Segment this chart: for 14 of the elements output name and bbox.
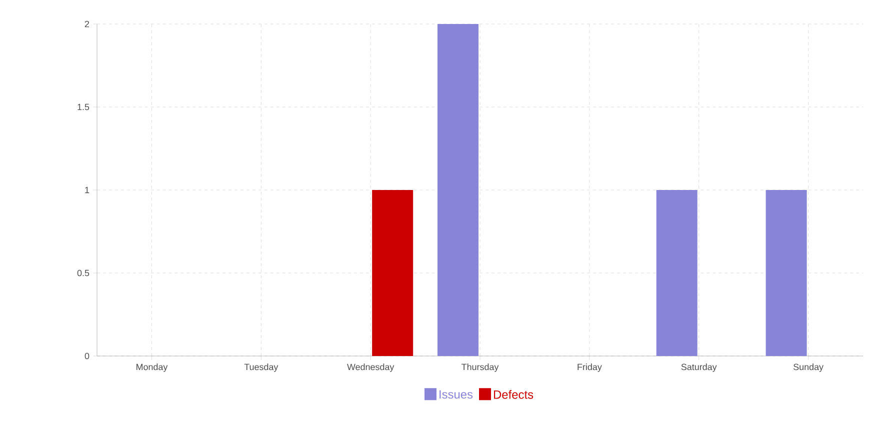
y-tick-label: 0.5 [77,270,90,276]
x-tick-label: Thursday [462,364,499,372]
x-tick-label: Tuesday [244,364,278,372]
legend-label: Issues [440,390,473,399]
legend-label: Defects [494,390,534,399]
y-tick-label: 1.5 [78,104,90,110]
y-tick-label: 1 [85,186,90,194]
y-tick-label: 0 [84,352,90,360]
x-tick-label: Saturday [681,364,717,372]
x-tick-label: Wednesday [347,364,394,372]
x-tick-label: Friday [578,364,602,372]
x-tick-label: Monday [136,364,168,372]
y-tick-label: 2 [84,20,90,28]
x-tick-label: Sunday [794,364,824,372]
